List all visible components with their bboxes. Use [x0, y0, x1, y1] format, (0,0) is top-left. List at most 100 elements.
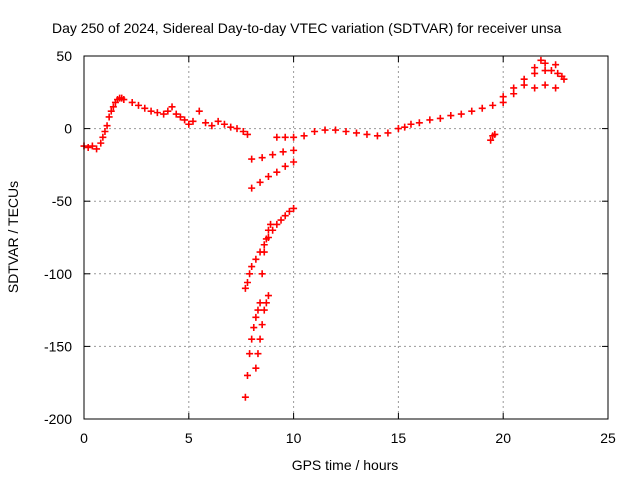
data-point — [281, 133, 289, 141]
data-point — [252, 313, 260, 321]
data-point — [269, 151, 277, 159]
data-point — [88, 142, 96, 150]
data-point — [510, 84, 518, 92]
data-point — [185, 120, 193, 128]
plot-frame — [83, 55, 609, 420]
data-point — [256, 335, 264, 343]
data-point — [258, 154, 266, 162]
data-point — [176, 113, 184, 121]
data-point — [384, 129, 392, 137]
x-tick-label: 0 — [80, 430, 88, 446]
data-points — [80, 56, 568, 401]
data-point — [258, 321, 266, 329]
x-tick-label: 15 — [391, 430, 407, 446]
data-point — [256, 299, 264, 307]
series-morning — [128, 98, 251, 138]
series-early — [80, 94, 128, 153]
data-point — [290, 204, 298, 212]
data-point — [267, 220, 275, 228]
y-tick-label: 0 — [64, 121, 72, 137]
y-tick-label: -50 — [52, 193, 72, 209]
data-point — [246, 270, 254, 278]
data-point — [426, 116, 434, 124]
data-point — [248, 263, 256, 271]
data-point — [262, 235, 270, 243]
data-point — [363, 130, 371, 138]
data-point — [254, 306, 262, 314]
series-evening — [499, 56, 568, 101]
y-tick-label: -150 — [44, 338, 72, 354]
data-point — [401, 123, 409, 131]
series-step_a — [248, 158, 298, 192]
data-point — [407, 120, 415, 128]
data-point — [321, 126, 329, 134]
data-point — [260, 306, 268, 314]
y-tick-labels: -200 -150 -100 -50 0 50 — [44, 48, 72, 427]
data-point — [457, 110, 465, 118]
data-point — [273, 168, 281, 176]
data-point — [172, 110, 180, 118]
data-point — [109, 103, 117, 111]
series-evening_lower — [531, 81, 560, 92]
data-point — [241, 393, 249, 401]
x-tick-label: 25 — [600, 430, 616, 446]
series-step_b — [248, 146, 298, 163]
x-tick-labels: 0 5 10 15 20 25 — [80, 430, 616, 446]
data-point — [248, 184, 256, 192]
data-point — [214, 117, 222, 125]
x-axis-label: GPS time / hours — [292, 457, 399, 473]
data-point — [394, 125, 402, 133]
data-point — [239, 128, 247, 136]
data-point — [258, 270, 266, 278]
data-point — [168, 103, 176, 111]
data-point — [281, 162, 289, 170]
y-axis-label: SDTVAR / TECUs — [5, 181, 21, 293]
data-point — [141, 104, 149, 112]
data-point — [285, 207, 293, 215]
data-point — [531, 84, 539, 92]
data-point — [447, 112, 455, 120]
data-point — [332, 126, 340, 134]
data-point — [220, 120, 228, 128]
data-point — [264, 173, 272, 181]
series-drop_b — [241, 220, 275, 401]
data-point — [248, 335, 256, 343]
data-point — [264, 292, 272, 300]
data-point — [160, 110, 168, 118]
data-point — [554, 69, 562, 77]
data-point — [189, 117, 197, 125]
data-point — [541, 67, 549, 75]
axis-ticks — [83, 55, 609, 420]
data-point — [552, 84, 560, 92]
data-point — [487, 136, 495, 144]
chart-title: Day 250 of 2024, Sidereal Day-to-day VTE… — [52, 20, 562, 36]
x-tick-label: 10 — [286, 430, 302, 446]
data-point — [277, 216, 285, 224]
data-point — [352, 129, 360, 137]
data-point — [99, 133, 107, 141]
data-point — [208, 122, 216, 130]
x-tick-label: 5 — [185, 430, 193, 446]
data-point — [300, 132, 308, 140]
series-isolated — [487, 130, 499, 144]
data-point — [311, 128, 319, 136]
data-point — [84, 143, 92, 151]
data-point — [248, 155, 256, 163]
data-point — [195, 107, 203, 115]
data-point — [273, 133, 281, 141]
data-point — [558, 72, 566, 80]
data-point — [93, 145, 101, 153]
data-point — [262, 299, 270, 307]
data-point — [254, 350, 262, 358]
data-point — [260, 248, 268, 256]
data-point — [243, 279, 251, 287]
series-drop_a — [241, 204, 298, 292]
data-point — [290, 146, 298, 154]
data-point — [541, 59, 549, 67]
data-point — [97, 139, 105, 147]
data-point — [290, 133, 298, 141]
data-point — [103, 122, 111, 130]
y-tick-label: -200 — [44, 411, 72, 427]
data-point — [147, 107, 155, 115]
